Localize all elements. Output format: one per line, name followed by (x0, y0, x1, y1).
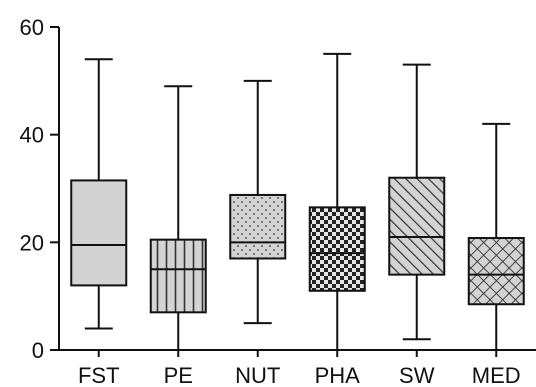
axes (58, 27, 536, 351)
box-pha (308, 52, 366, 351)
iqr-box (70, 179, 128, 287)
x-tick-label: PHA (315, 363, 361, 387)
box-fst (70, 58, 128, 330)
box-sw (388, 63, 446, 341)
y-tick-label: 60 (20, 15, 44, 40)
iqr-box (229, 193, 287, 260)
iqr-box (308, 206, 366, 292)
x-tick-label: MED (472, 363, 521, 387)
x-tick-label: SW (399, 363, 435, 387)
iqr-box (388, 176, 446, 276)
y-tick-label: 0 (32, 338, 44, 363)
x-tick-label: FST (78, 363, 120, 387)
y-tick-label: 40 (20, 123, 44, 148)
y-ticks: 0 20 40 60 (20, 15, 59, 363)
box-nut (229, 79, 287, 325)
x-labels: FST PE NUT PHA SW MED (78, 350, 521, 387)
iqr-box (467, 237, 525, 306)
x-tick-label: NUT (235, 363, 280, 387)
iqr-box (149, 238, 207, 314)
box-med (467, 122, 525, 351)
x-tick-label: PE (164, 363, 193, 387)
boxes (70, 52, 525, 351)
box-pe (149, 85, 207, 351)
y-tick-label: 20 (20, 230, 44, 255)
